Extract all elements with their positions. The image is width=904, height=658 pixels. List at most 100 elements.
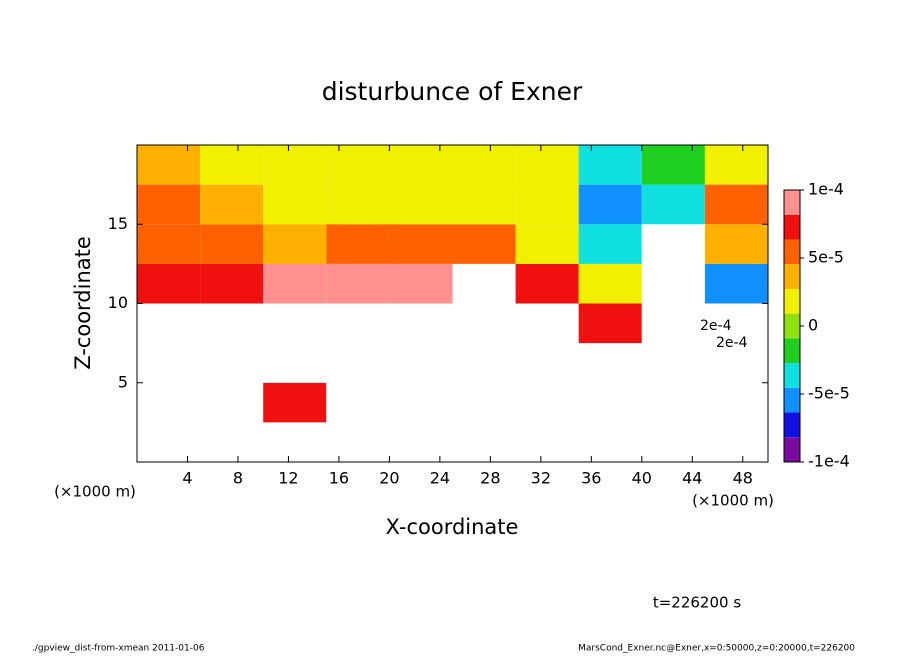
colorbar-segment	[784, 363, 800, 388]
field-cell	[515, 263, 579, 304]
field-cell	[263, 422, 327, 462]
field-cell	[326, 184, 390, 225]
time-label: t=226200 s	[653, 594, 741, 612]
field-cell	[200, 145, 264, 185]
colorbar-segment	[784, 190, 800, 215]
field-cell	[452, 224, 516, 264]
field-cell	[578, 422, 642, 462]
field-cell	[704, 224, 768, 264]
field-cell	[452, 343, 516, 383]
field-cell	[704, 263, 768, 304]
field-cell	[389, 184, 453, 225]
field-cell	[452, 263, 516, 304]
field-cell	[389, 422, 453, 462]
x-tick-label: 8	[233, 469, 243, 488]
field-cell	[263, 145, 327, 185]
field-cell	[137, 382, 201, 423]
field-cell	[200, 224, 264, 264]
field-cell	[641, 184, 705, 225]
x-tick-label: 24	[430, 469, 450, 488]
field-cell	[578, 303, 642, 344]
y-unit-label: (×1000 m)	[54, 483, 136, 501]
field-cell	[704, 145, 768, 185]
y-axis-label: Z-coordinate	[71, 236, 95, 370]
field-cell	[389, 145, 453, 185]
field-cell	[263, 343, 327, 383]
x-tick-label: 16	[329, 469, 349, 488]
colorbar-segment	[784, 387, 800, 413]
x-tick-label: 28	[480, 469, 500, 488]
x-tick-label: 44	[682, 469, 702, 488]
field-cell	[641, 303, 705, 344]
field-cell	[389, 263, 453, 304]
field-cell	[137, 422, 201, 462]
colorbar-segment	[784, 214, 800, 240]
field-cell	[515, 224, 579, 264]
y-tick-label: 5	[118, 372, 128, 391]
field-cell	[137, 303, 201, 344]
field-cell	[641, 145, 705, 185]
field-cell	[704, 184, 768, 225]
field-cell	[452, 382, 516, 423]
field-cell	[578, 145, 642, 185]
colorbar-tick-label: 0	[808, 316, 818, 335]
colorbar-segment	[784, 264, 800, 289]
field-cell	[326, 303, 390, 344]
x-tick-label: 48	[733, 469, 753, 488]
x-tick-label: 36	[581, 469, 601, 488]
field-cell	[578, 263, 642, 304]
field-cell	[200, 382, 264, 423]
x-tick-label: 40	[632, 469, 652, 488]
field-cell	[200, 422, 264, 462]
plot-area	[137, 145, 768, 462]
field-cell	[389, 224, 453, 264]
field-cell	[326, 382, 390, 423]
x-tick-label: 32	[531, 469, 551, 488]
x-unit-label: (×1000 m)	[692, 492, 774, 510]
field-cell	[326, 263, 390, 304]
field-cell	[389, 343, 453, 383]
field-cell	[704, 382, 768, 423]
colorbar-segment	[784, 288, 800, 314]
field-cell	[578, 224, 642, 264]
contour-label: 2e-4	[700, 318, 732, 334]
y-tick-label: 15	[108, 214, 128, 233]
colorbar-segment	[784, 412, 800, 438]
field-cell	[515, 184, 579, 225]
footer-left: ./gpview_dist-from-xmean 2011-01-06	[32, 644, 205, 654]
colorbar-segment	[784, 338, 800, 364]
field-cell	[263, 224, 327, 264]
field-cell	[137, 224, 201, 264]
field-cell	[326, 343, 390, 383]
field-cell	[641, 382, 705, 423]
y-tick-label: 10	[108, 293, 128, 312]
field-cell	[578, 343, 642, 383]
x-tick-label: 20	[379, 469, 399, 488]
field-cell	[137, 263, 201, 304]
footer-right: MarsCond_Exner.nc@Exner,x=0:50000,z=0:20…	[578, 644, 855, 654]
field-cell	[515, 145, 579, 185]
field-cell	[641, 422, 705, 462]
x-tick-label: 12	[278, 469, 298, 488]
field-cell	[263, 263, 327, 304]
field-cell	[263, 303, 327, 344]
field-cell	[389, 382, 453, 423]
field-cell	[578, 184, 642, 225]
field-cell	[578, 382, 642, 423]
field-cell	[326, 145, 390, 185]
colorbar-tick-label: 1e-4	[808, 180, 844, 199]
field-cell	[452, 184, 516, 225]
colorbar-segment	[784, 239, 800, 265]
field-cell	[200, 263, 264, 304]
field-cell	[263, 184, 327, 225]
x-axis-label: X-coordinate	[386, 515, 519, 539]
field-cell	[515, 303, 579, 344]
field-cell	[641, 263, 705, 304]
field-cell	[200, 303, 264, 344]
field-cell	[641, 224, 705, 264]
field-cell	[263, 382, 327, 423]
chart-title: disturbunce of Exner	[322, 77, 583, 106]
colorbar-segment	[784, 437, 800, 462]
colorbar-tick-label: -1e-4	[808, 452, 850, 471]
